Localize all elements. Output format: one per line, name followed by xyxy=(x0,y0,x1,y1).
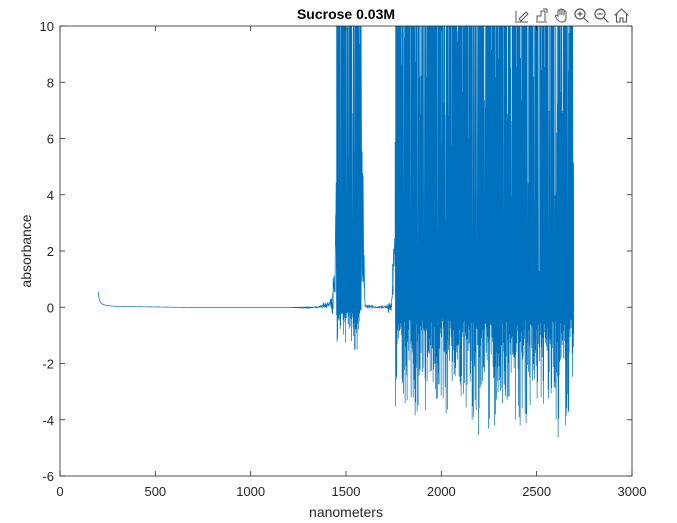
x-tick-label: 3000 xyxy=(618,484,647,499)
y-axis-label: absorbance xyxy=(18,214,34,287)
y-tick-label: 0 xyxy=(47,300,54,315)
edit-axes-button[interactable] xyxy=(512,5,531,25)
y-tick-label: 6 xyxy=(47,132,54,147)
zoom-in-button[interactable] xyxy=(572,5,591,25)
series-layer xyxy=(97,25,574,438)
home-icon xyxy=(614,7,629,23)
ticks-layer: 0 500 1000 1500 2000 2500 3000 -6 -4 -2 0 2 4 6 8 10 xyxy=(40,19,647,499)
pan-hand-icon xyxy=(554,7,567,22)
home-button[interactable] xyxy=(612,5,631,25)
pan-button[interactable] xyxy=(552,5,571,25)
y-tick-label: -4 xyxy=(42,413,54,428)
zoom-out-button[interactable] xyxy=(592,5,611,25)
figure-toolbar xyxy=(512,5,631,25)
y-tick-label: 8 xyxy=(47,75,54,90)
data-cursor-icon xyxy=(536,8,548,22)
x-tick-label: 2000 xyxy=(427,484,456,499)
edit-axes-icon xyxy=(515,10,529,22)
series-line xyxy=(97,25,574,438)
y-tick-label: 10 xyxy=(40,19,54,34)
y-tick-label: 4 xyxy=(47,188,54,203)
y-tick-label: -2 xyxy=(42,357,54,372)
x-tick-label: 1000 xyxy=(236,484,265,499)
data-cursor-button[interactable] xyxy=(532,5,551,25)
x-tick-label: 0 xyxy=(56,484,63,499)
zoom-in-icon xyxy=(574,7,589,23)
x-axis-label: nanometers xyxy=(309,504,383,520)
x-tick-label: 2500 xyxy=(522,484,551,499)
chart-title: Sucrose 0.03M xyxy=(297,6,395,22)
zoom-out-icon xyxy=(594,7,609,23)
x-tick-label: 1500 xyxy=(332,484,361,499)
y-tick-label: -6 xyxy=(42,469,54,484)
x-tick-label: 500 xyxy=(144,484,166,499)
y-tick-label: 2 xyxy=(47,244,54,259)
